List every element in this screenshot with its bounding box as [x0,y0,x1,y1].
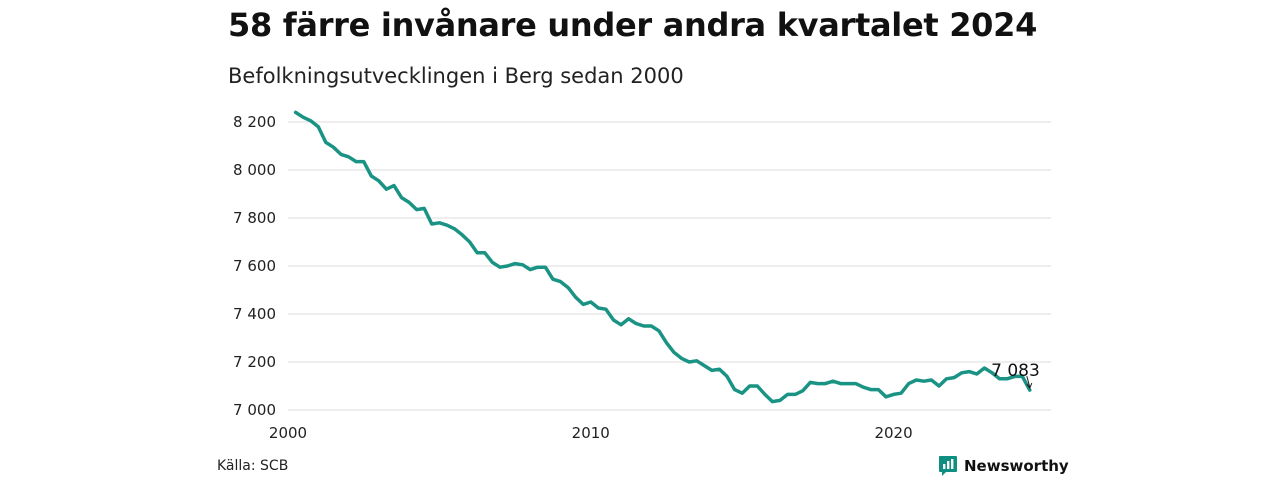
y-tick-label: 8 200 [233,113,276,131]
annotation-pointer [1026,375,1031,388]
newsworthy-logo-icon [939,456,957,476]
y-tick-label: 8 000 [233,161,276,179]
brand-logo[interactable]: Newsworthy [938,455,1069,477]
brand-name: Newsworthy [964,457,1069,475]
y-tick-label: 7 000 [233,401,276,419]
y-tick-label: 7 600 [233,257,276,275]
series-line [293,110,1032,404]
x-axis-ticks: 2000 2010 2020 [269,424,913,442]
x-tick-label: 2020 [874,424,912,442]
y-axis-ticks: 7 000 7 200 7 400 7 600 7 800 8 000 8 200 [233,113,276,419]
series-layer [293,110,1032,404]
x-tick-label: 2000 [269,424,307,442]
annotation-arrowhead [1026,382,1033,390]
y-tick-label: 7 400 [233,305,276,323]
y-tick-label: 7 800 [233,209,276,227]
y-tick-label: 7 200 [233,353,276,371]
annotation-layer: 7 083 [991,361,1040,390]
x-tick-label: 2010 [572,424,610,442]
source-note: Källa: SCB [217,458,289,474]
chart-subtitle: Befolkningsutvecklingen i Berg sedan 200… [228,64,684,88]
annotation-label: 7 083 [991,361,1040,381]
gridlines [288,121,1051,411]
chart-title: 58 färre invånare under andra kvartalet … [228,6,1038,44]
